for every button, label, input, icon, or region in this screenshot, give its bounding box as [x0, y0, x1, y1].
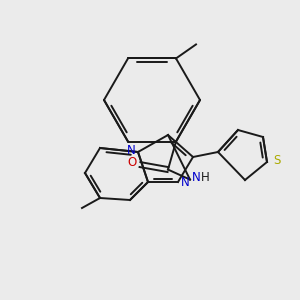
- Text: H: H: [201, 171, 210, 184]
- Text: N: N: [127, 145, 135, 158]
- Text: N: N: [192, 171, 201, 184]
- Text: O: O: [128, 156, 136, 169]
- Text: N: N: [181, 176, 189, 188]
- Text: S: S: [273, 154, 281, 167]
